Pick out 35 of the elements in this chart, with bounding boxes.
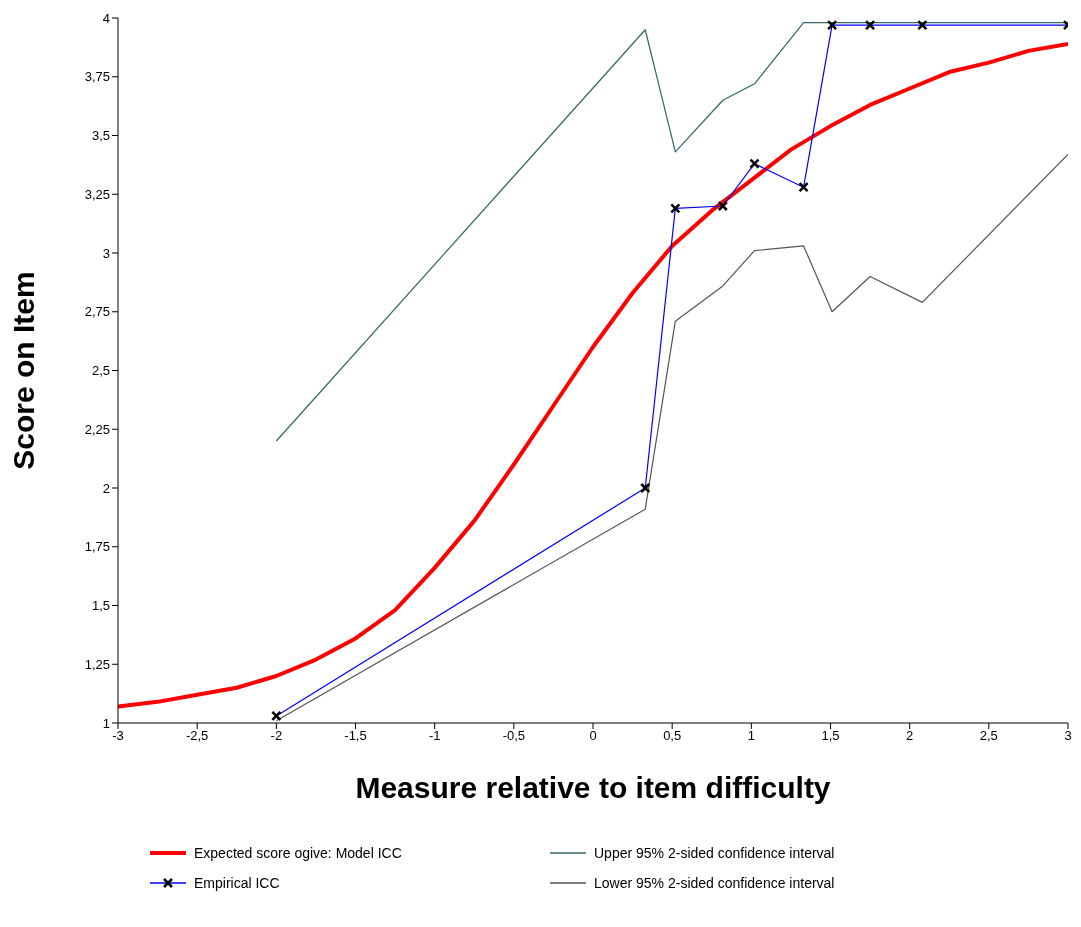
x-tick-label: -2 [270, 728, 283, 744]
legend-label: Empirical ICC [194, 875, 280, 891]
x-tick-label: -1,5 [344, 728, 367, 744]
y-tick-label: 2,25 [84, 421, 110, 437]
legend-label: Expected score ogive: Model ICC [194, 845, 402, 861]
y-tick-label: 1,25 [84, 656, 110, 672]
y-tick-label: 1,75 [84, 539, 110, 555]
x-tick-label: 1,5 [821, 728, 840, 744]
x-tick-label: -3 [112, 728, 124, 744]
x-tick-label: -0,5 [502, 728, 526, 744]
line-series [275, 153, 1068, 722]
y-tick-label: 2,5 [91, 363, 110, 379]
x-tick-label: -2,5 [185, 728, 209, 744]
legend-label: Upper 95% 2-sided confidence interval [594, 845, 835, 861]
x-tick-label: 2,5 [979, 728, 998, 744]
y-tick-label: 1 [102, 715, 110, 731]
x-tick-label: 0 [589, 728, 597, 744]
y-tick-label: 4 [102, 10, 110, 26]
x-tick-label: 0,5 [663, 728, 682, 744]
y-tick-label: 3,75 [84, 69, 110, 85]
y-tick-label: 1,5 [91, 598, 110, 614]
x-tick-label: 1 [747, 728, 755, 744]
legend-label: Lower 95% 2-sided confidence interval [594, 875, 835, 891]
y-tick-label: 2 [102, 480, 110, 496]
y-axis-title: Score on Item [6, 271, 40, 470]
line-series [275, 22, 1068, 442]
x-axis-title: Measure relative to item difficulty [355, 771, 831, 804]
x-tick-label: 2 [906, 728, 914, 744]
y-tick-label: 2,75 [84, 304, 110, 320]
y-tick-label: 3 [102, 245, 110, 261]
x-tick-label: -1 [428, 728, 441, 744]
y-tick-label: 3,5 [91, 128, 110, 144]
line-series [118, 41, 1068, 709]
x-tick-label: 3 [1064, 728, 1072, 744]
y-tick-label: 3,25 [84, 186, 110, 202]
